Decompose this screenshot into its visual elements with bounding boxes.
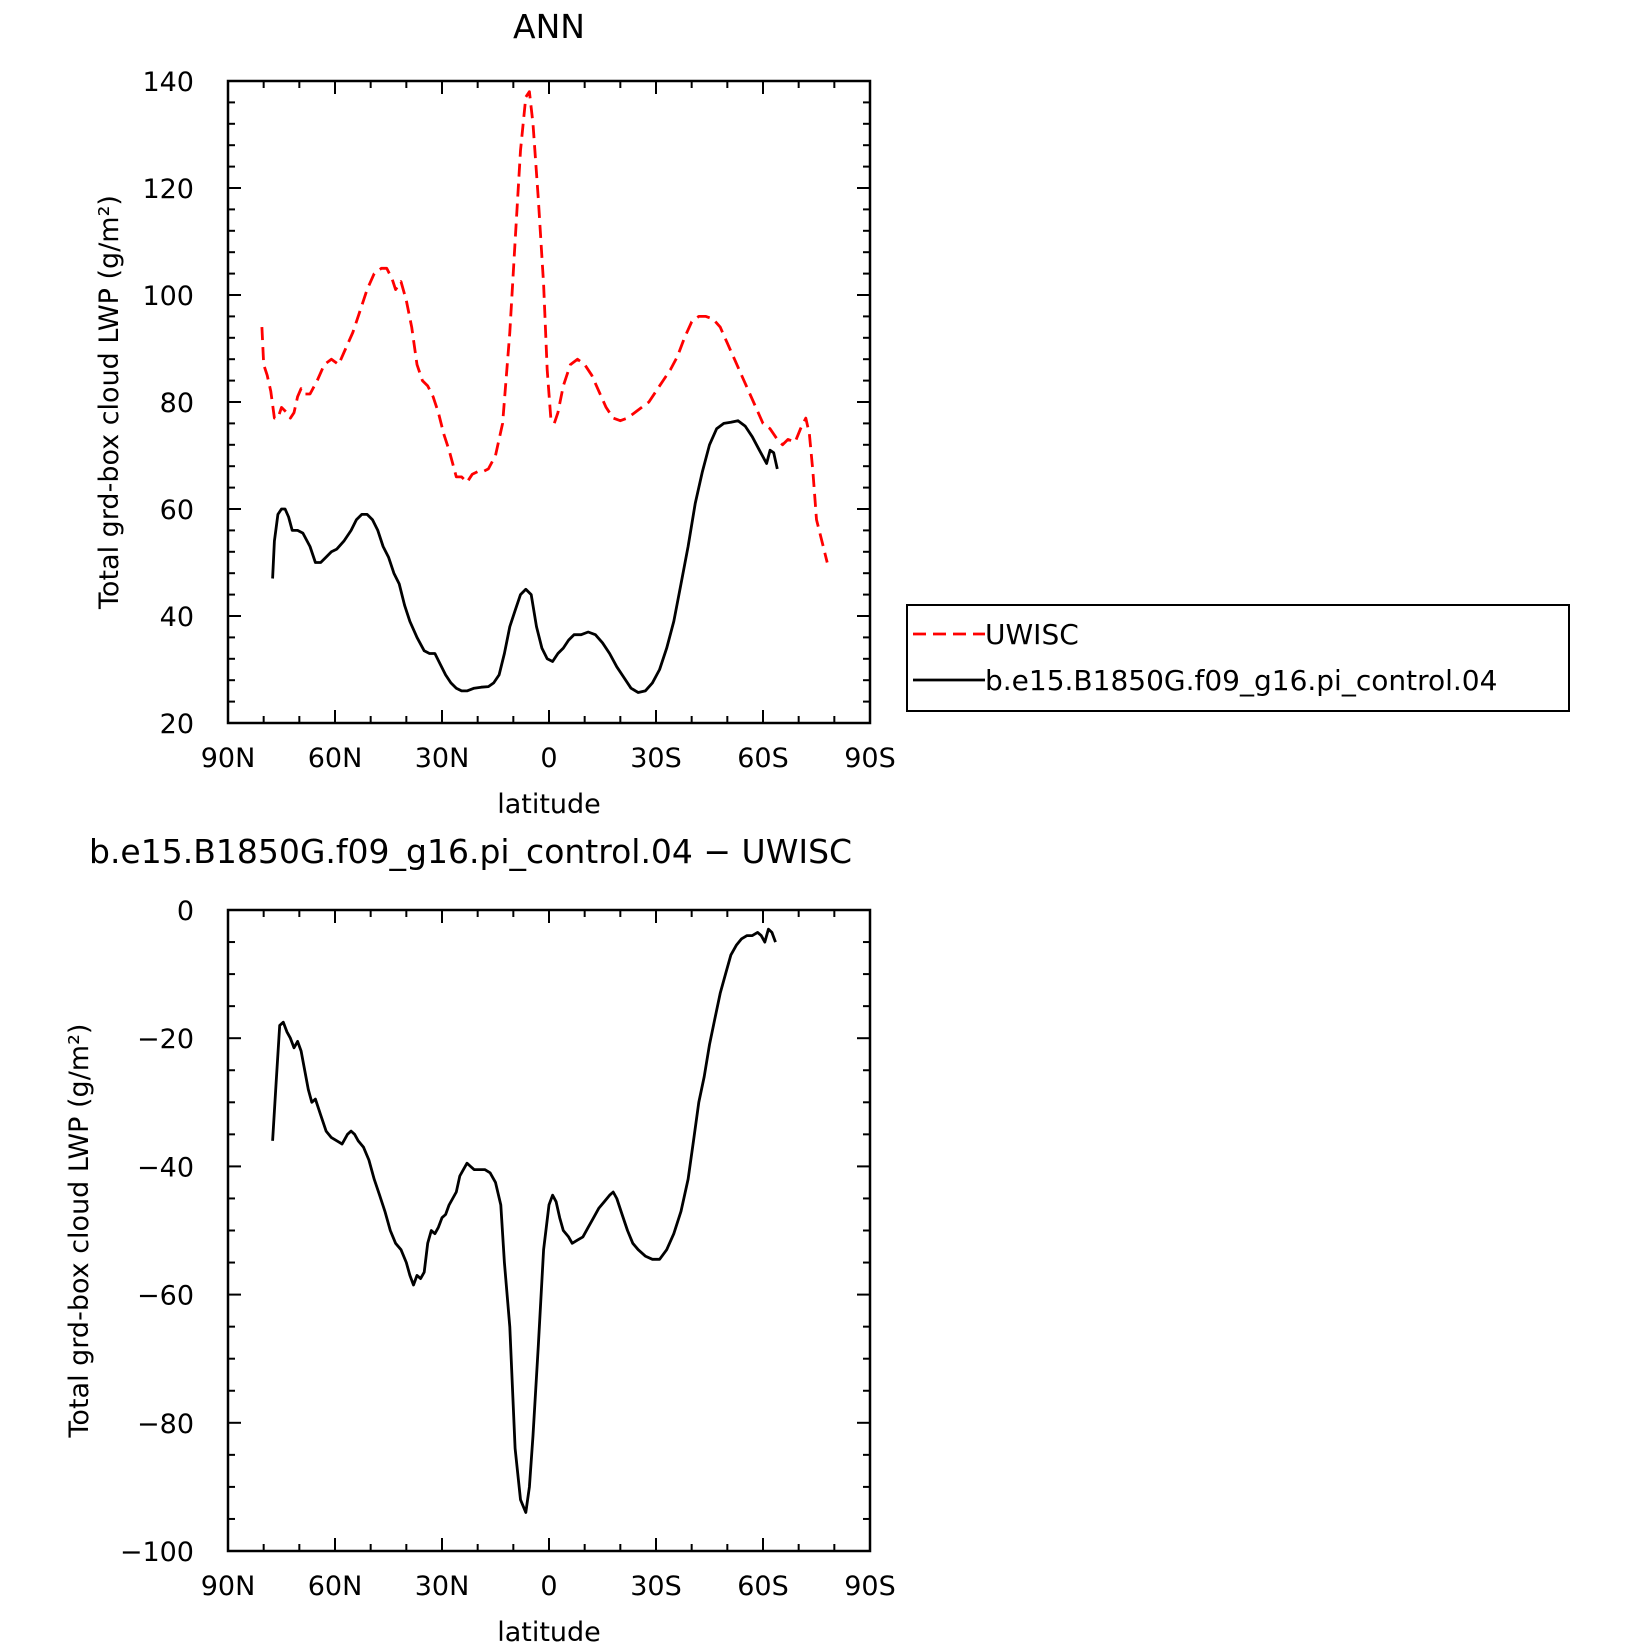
bottom-x-tick-label: 30S	[630, 1571, 682, 1602]
top-x-tick-label: 90S	[844, 743, 896, 774]
bottom-x-tick-label: 90S	[844, 1571, 896, 1602]
top-y-tick-label: 60	[160, 495, 194, 526]
top-series-line-0	[260, 90, 829, 563]
top-y-tick-label: 140	[142, 67, 194, 98]
bottom-chart-title: b.e15.B1850G.f09_g16.pi_control.04 − UWI…	[89, 832, 852, 871]
bottom-x-tick-label: 60N	[308, 1571, 363, 1602]
bottom-x-tick-label: 90N	[201, 1571, 256, 1602]
top-x-tick-label: 60N	[308, 743, 363, 774]
top-x-tick-label: 60S	[737, 743, 789, 774]
top-y-tick-label: 120	[142, 174, 194, 205]
bottom-x-tick-label: 30N	[415, 1571, 470, 1602]
top-x-tick-label: 0	[540, 743, 557, 774]
top-y-tick-label: 100	[142, 281, 194, 312]
top-x-tick-label: 30S	[630, 743, 682, 774]
bottom-y-tick-label: −40	[137, 1152, 194, 1183]
bottom-x-tick-label: 60S	[737, 1571, 789, 1602]
bottom-series-line-0	[271, 927, 777, 1514]
top-series-line-1	[271, 419, 779, 694]
bottom-plot-frame	[226, 908, 872, 1553]
top-panel: 90N 60N 30N 0 30S 60S 90S 140 120 100 80 60 40 20 ANN l…	[94, 7, 896, 820]
legend-box	[906, 604, 1570, 712]
bottom-panel: 90N 60N 30N 0 30S 60S 90S 0 −20 −40 −60 −80 −100 b.e1…	[64, 832, 896, 1648]
bottom-x-tick-label: 0	[540, 1571, 557, 1602]
top-x-tick-label: 30N	[415, 743, 470, 774]
legend-label-0: UWISC	[985, 618, 1079, 651]
bottom-y-tick-label: −60	[137, 1281, 194, 1312]
bottom-y-tick-label: 0	[177, 896, 194, 927]
top-y-tick-label: 20	[160, 709, 194, 740]
top-plot-frame	[226, 79, 872, 725]
top-x-tick-label: 90N	[201, 743, 256, 774]
bottom-x-axis-label: latitude	[497, 1617, 601, 1648]
bottom-y-tick-label: −100	[120, 1537, 194, 1568]
top-x-axis-label: latitude	[497, 789, 601, 820]
legend: UWISC b.e15.B1850G.f09_g16.pi_control.04	[906, 604, 1570, 712]
top-chart-title: ANN	[513, 7, 585, 46]
bottom-y-tick-label: −20	[137, 1024, 194, 1055]
top-y-axis-label: Total grd-box cloud LWP (g/m²)	[94, 195, 125, 610]
top-y-tick-label: 40	[160, 602, 194, 633]
bottom-y-tick-label: −80	[137, 1409, 194, 1440]
top-y-tick-label: 80	[160, 388, 194, 419]
legend-label-1: b.e15.B1850G.f09_g16.pi_control.04	[985, 664, 1497, 697]
bottom-y-axis-label: Total grd-box cloud LWP (g/m²)	[64, 1024, 95, 1439]
